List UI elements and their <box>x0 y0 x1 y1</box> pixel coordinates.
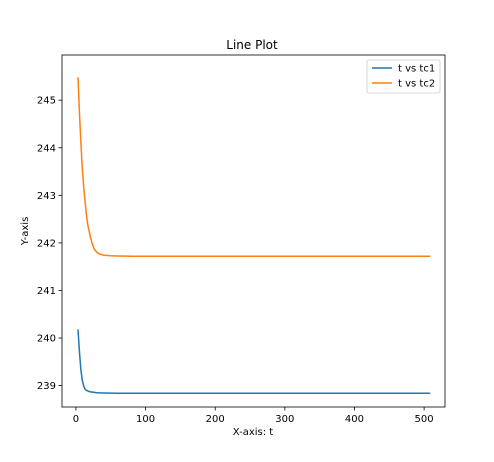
chart-title: Line Plot <box>226 38 278 52</box>
legend-label-tc2: t vs tc2 <box>398 79 435 90</box>
y-tick-label: 240 <box>37 334 56 345</box>
x-tick-label: 500 <box>415 414 434 425</box>
y-tick-label: 245 <box>37 96 56 107</box>
legend-label-tc1: t vs tc1 <box>398 64 435 75</box>
series-line-tc2 <box>77 77 431 257</box>
y-tick-label: 241 <box>37 286 56 297</box>
axes-frame <box>61 54 446 408</box>
series-layer <box>77 77 431 394</box>
x-tick-label: 0 <box>73 414 79 425</box>
x-axis-ticks: 0 100 200 300 400 500 <box>73 407 434 425</box>
x-tick-label: 100 <box>136 414 155 425</box>
y-tick-label: 244 <box>37 143 56 154</box>
y-tick-label: 239 <box>37 381 56 392</box>
x-axis-label: X-axis: t <box>233 427 274 438</box>
x-tick-label: 300 <box>275 414 294 425</box>
series-line-tc1 <box>77 329 431 394</box>
x-tick-label: 200 <box>206 414 225 425</box>
y-tick-label: 242 <box>37 238 56 249</box>
y-axis-label: Y-axis <box>20 217 31 247</box>
y-tick-label: 243 <box>37 191 56 202</box>
x-tick-label: 400 <box>345 414 364 425</box>
legend: t vs tc1 t vs tc2 <box>366 59 441 94</box>
y-axis-ticks: 239 240 241 242 243 244 245 <box>37 96 62 392</box>
